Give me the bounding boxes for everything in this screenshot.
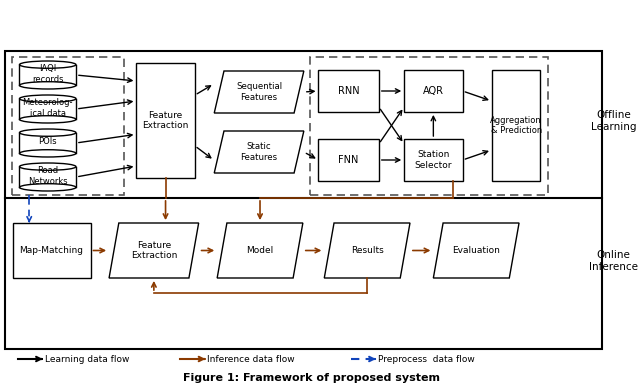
- Text: Evaluation: Evaluation: [452, 246, 500, 255]
- Text: Sequential
Features: Sequential Features: [236, 82, 282, 102]
- Text: Feature
Extraction: Feature Extraction: [131, 241, 177, 260]
- Bar: [13, 223, 91, 278]
- Text: POIs: POIs: [38, 138, 57, 147]
- Text: Results: Results: [351, 246, 383, 255]
- Polygon shape: [433, 223, 519, 278]
- Bar: [404, 139, 463, 181]
- Bar: [310, 57, 548, 195]
- Text: AQR: AQR: [423, 86, 444, 96]
- Bar: [19, 133, 76, 153]
- Text: Inference data flow: Inference data flow: [207, 355, 295, 364]
- Polygon shape: [214, 131, 304, 173]
- Ellipse shape: [19, 95, 76, 102]
- Bar: [136, 63, 195, 178]
- Text: Station
Selector: Station Selector: [415, 150, 452, 170]
- Bar: [404, 70, 463, 112]
- Text: Offline
Learning: Offline Learning: [591, 110, 636, 132]
- Ellipse shape: [19, 150, 76, 157]
- Text: Road
Networks: Road Networks: [28, 166, 68, 186]
- Bar: [19, 167, 76, 187]
- Ellipse shape: [19, 61, 76, 68]
- Text: Map-Matching: Map-Matching: [20, 246, 84, 255]
- Bar: [319, 139, 379, 181]
- Bar: [319, 70, 379, 112]
- Text: Aggregation
& Prediction: Aggregation & Prediction: [490, 116, 542, 135]
- Ellipse shape: [19, 82, 76, 89]
- Text: RNN: RNN: [338, 86, 360, 96]
- Bar: [492, 70, 540, 181]
- Text: Online
Inference: Online Inference: [589, 250, 638, 272]
- Text: Static
Features: Static Features: [241, 142, 278, 162]
- Polygon shape: [324, 223, 410, 278]
- Ellipse shape: [19, 163, 76, 170]
- Text: Learning data flow: Learning data flow: [45, 355, 129, 364]
- Bar: [5, 51, 602, 349]
- Text: Figure 1: Framework of proposed system: Figure 1: Framework of proposed system: [183, 373, 440, 383]
- Polygon shape: [214, 71, 304, 113]
- Text: Preprocess  data flow: Preprocess data flow: [378, 355, 475, 364]
- Text: FNN: FNN: [339, 155, 359, 165]
- Ellipse shape: [19, 129, 76, 136]
- Polygon shape: [109, 223, 198, 278]
- Text: Feature
Extraction: Feature Extraction: [142, 111, 189, 130]
- Bar: [19, 99, 76, 119]
- Bar: [12, 57, 124, 195]
- Text: Meteorolog-
ical data: Meteorolog- ical data: [22, 98, 73, 118]
- Text: IAQI
records: IAQI records: [32, 64, 63, 84]
- Bar: [19, 65, 76, 85]
- Polygon shape: [217, 223, 303, 278]
- Ellipse shape: [19, 116, 76, 123]
- Ellipse shape: [19, 184, 76, 191]
- Text: Model: Model: [246, 246, 274, 255]
